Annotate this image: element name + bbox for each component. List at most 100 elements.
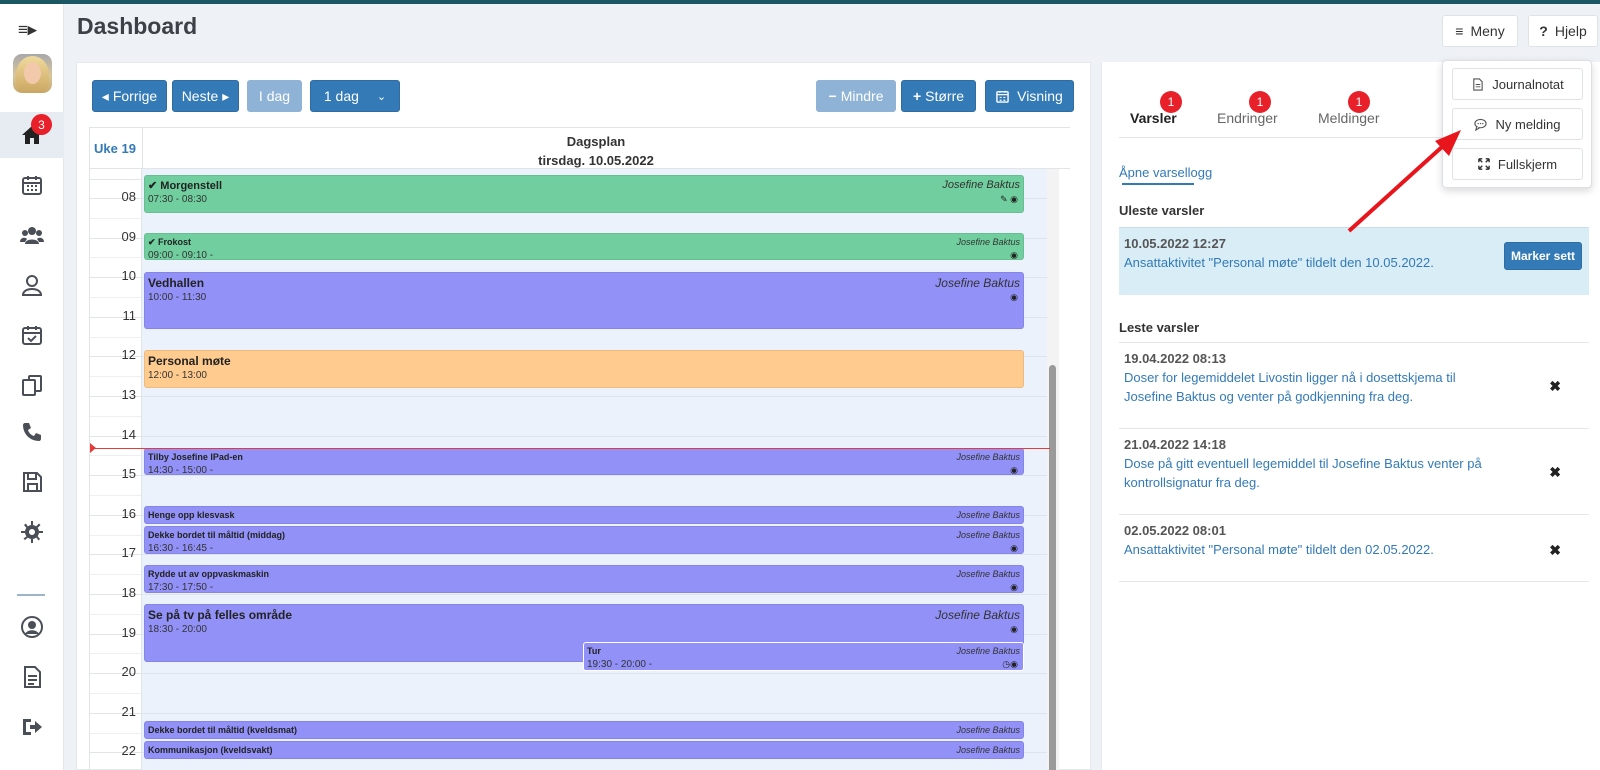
menu-item-label: Journalnotat [1492, 76, 1564, 92]
calendar-event[interactable]: Tur 19:30 - 20:00 - Josefine Baktus ◷◉ [583, 642, 1024, 671]
calendar-header: Uke 19 Dagsplan tirsdag. 10.05.2022 [90, 127, 1070, 170]
close-icon[interactable]: ✖ [1549, 464, 1561, 480]
tab-varsler[interactable]: Varsler [1122, 110, 1194, 185]
event-title: ✔ Frokost [148, 237, 191, 248]
sidebar-item-phone[interactable] [0, 409, 64, 455]
eye-icon[interactable]: ◉ [1010, 582, 1018, 592]
unread-notification: 10.05.2022 12:27 Ansattaktivitet "Person… [1119, 227, 1589, 295]
sidebar-item-user[interactable] [0, 262, 64, 308]
menu-button[interactable]: ≡ Meny [1442, 15, 1518, 47]
sidebar-item-calendar[interactable] [0, 162, 64, 208]
mark-seen-button[interactable]: Marker sett [1504, 242, 1582, 270]
calendar-event[interactable]: Personal møte 12:00 - 13:00 [144, 350, 1024, 388]
notification-text[interactable]: Doser for legemiddelet Livostin ligger n… [1124, 370, 1456, 404]
sidebar-item-documents[interactable] [0, 362, 64, 408]
hour-label: 09 [121, 228, 136, 244]
calendar-panel: ◂ Forrige Neste ▸ I dag 1 dag ⌄ − Mindre + S… [76, 62, 1091, 770]
event-title-text: Henge opp klesvask [148, 510, 235, 520]
event-time: 09:00 - 09:10 - [148, 250, 214, 260]
close-icon[interactable]: ✖ [1549, 378, 1561, 394]
calendar-event[interactable]: Vedhallen 10:00 - 11:30 Josefine Baktus ◉ [144, 272, 1024, 329]
sidebar-item-report[interactable] [0, 654, 64, 700]
calendar-icon [996, 90, 1009, 103]
week-label[interactable]: Uke 19 [94, 141, 136, 156]
notification-date: 21.04.2022 14:18 [1124, 437, 1226, 452]
menu-item-label: Fullskjerm [1497, 156, 1558, 172]
tab-meldinger[interactable]: Meldinger [1318, 110, 1379, 126]
hour-label: 10 [121, 268, 136, 284]
prev-button[interactable]: ◂ Forrige [92, 80, 167, 112]
scrollbar[interactable] [1047, 169, 1059, 770]
avatar[interactable] [13, 54, 52, 93]
calendar-event[interactable]: Kommunikasjon (kveldsvakt) Josefine Baktu… [144, 741, 1024, 759]
eye-icon[interactable]: ◉ [1010, 624, 1018, 634]
notification-text[interactable]: Ansattaktivitet "Personal møte" tildelt … [1124, 542, 1434, 557]
eye-icon[interactable]: ◉ [1010, 292, 1018, 302]
mark-seen-label: Marker sett [1510, 249, 1576, 263]
help-button-label: Hjelp [1554, 23, 1587, 39]
event-title: Dekke bordet til måltid (middag) [148, 530, 285, 540]
plus-icon: + [912, 88, 922, 104]
sidebar-item-tasks[interactable] [0, 312, 64, 358]
eye-icon[interactable]: ✎ ◉ [1000, 194, 1018, 204]
calendar-event[interactable]: Rydde ut av oppvaskmaskin 17:30 - 17:50 -… [144, 565, 1024, 593]
eye-icon[interactable]: ◉ [1010, 465, 1018, 475]
menu-item-fullskjerm[interactable]: Fullskjerm [1452, 148, 1583, 180]
calendar-event[interactable]: ✔ Frokost 09:00 - 09:10 - Josefine Baktus ◉ [144, 233, 1024, 260]
hour-line [90, 475, 142, 477]
eye-icon[interactable]: ◉ [1010, 543, 1018, 553]
event-assignee: Josefine Baktus [956, 530, 1020, 540]
close-icon[interactable]: ✖ [1549, 542, 1561, 558]
open-log-link[interactable]: Åpne varsellogg [1119, 165, 1213, 180]
notification-date: 10.05.2022 12:27 [1124, 236, 1226, 251]
sidebar: ≡▸ 3 [0, 4, 64, 770]
sidebar-item-save[interactable] [0, 459, 64, 505]
event-title: Se på tv på felles område [148, 608, 292, 622]
calendar-event[interactable]: Henge opp klesvask Josefine Baktus [144, 506, 1024, 524]
calendar-event[interactable]: Dekke bordet til måltid (middag) 16:30 - … [144, 526, 1024, 554]
calendar-event[interactable]: ✔ Morgenstell 07:30 - 08:30 Josefine Baktu… [144, 175, 1024, 213]
tab-endringer-label: Endringer [1217, 110, 1278, 126]
menu-item-ny-melding[interactable]: Ny melding [1452, 108, 1583, 140]
help-button[interactable]: ? Hjelp [1528, 15, 1598, 47]
sidebar-item-settings[interactable] [0, 509, 64, 555]
event-title-text: Tur [587, 646, 601, 656]
save-icon [23, 472, 42, 492]
read-notification: 21.04.2022 14:18 Dose på gitt eventuell … [1119, 428, 1589, 514]
calendar-event[interactable]: Tilby Josefine IPad-en 14:30 - 15:00 - Jos… [144, 448, 1024, 475]
sidebar-toggle-icon[interactable]: ≡▸ [18, 20, 37, 39]
event-title: Kommunikasjon (kveldsvakt) [148, 745, 273, 755]
event-title-text: Vedhallen [148, 276, 205, 290]
menu-item-journalnotat[interactable]: Journalnotat [1452, 68, 1583, 100]
event-title: Henge opp klesvask [148, 510, 235, 520]
event-title-text: Rydde ut av oppvaskmaskin [148, 569, 270, 579]
notification-text[interactable]: Ansattaktivitet "Personal møte" tildelt … [1124, 255, 1434, 270]
sidebar-item-profile[interactable] [0, 604, 64, 650]
today-button[interactable]: I dag [247, 80, 302, 112]
sidebar-item-logout[interactable] [0, 704, 64, 750]
minus-icon: − [828, 88, 837, 104]
eye-icon[interactable]: ◷◉ [1002, 659, 1018, 669]
scrollbar-thumb[interactable] [1049, 365, 1056, 770]
calendar-grid: Uke 19 Dagsplan tirsdag. 10.05.2022 08 09… [89, 127, 1070, 770]
notification-text[interactable]: Dose på gitt eventuell legemiddel til Jo… [1124, 456, 1482, 490]
next-button[interactable]: Neste ▸ [172, 80, 239, 112]
tab-endringer[interactable]: Endringer [1217, 110, 1278, 126]
eye-icon[interactable]: ◉ [1010, 250, 1018, 260]
bigger-button[interactable]: + Større [901, 80, 976, 112]
calendar-event[interactable]: Dekke bordet til måltid (kveldsmat) Josef… [144, 721, 1024, 739]
event-assignee: Josefine Baktus [956, 725, 1020, 735]
hour-line [90, 514, 142, 516]
event-assignee: Josefine Baktus [956, 237, 1020, 247]
sidebar-item-home[interactable]: 3 [0, 112, 64, 158]
smaller-button[interactable]: − Mindre [816, 80, 896, 112]
range-select[interactable]: 1 dag ⌄ [310, 80, 400, 112]
expand-icon [1478, 158, 1490, 170]
sidebar-item-users[interactable] [0, 212, 64, 258]
notification-date: 19.04.2022 08:13 [1124, 351, 1226, 366]
calendar-title-text: Dagsplan [566, 134, 626, 149]
view-button[interactable]: Visning [985, 80, 1074, 112]
day-column[interactable]: ✔ Morgenstell 07:30 - 08:30 Josefine Baktu… [142, 169, 1047, 770]
notification-badge: 3 [31, 114, 52, 135]
